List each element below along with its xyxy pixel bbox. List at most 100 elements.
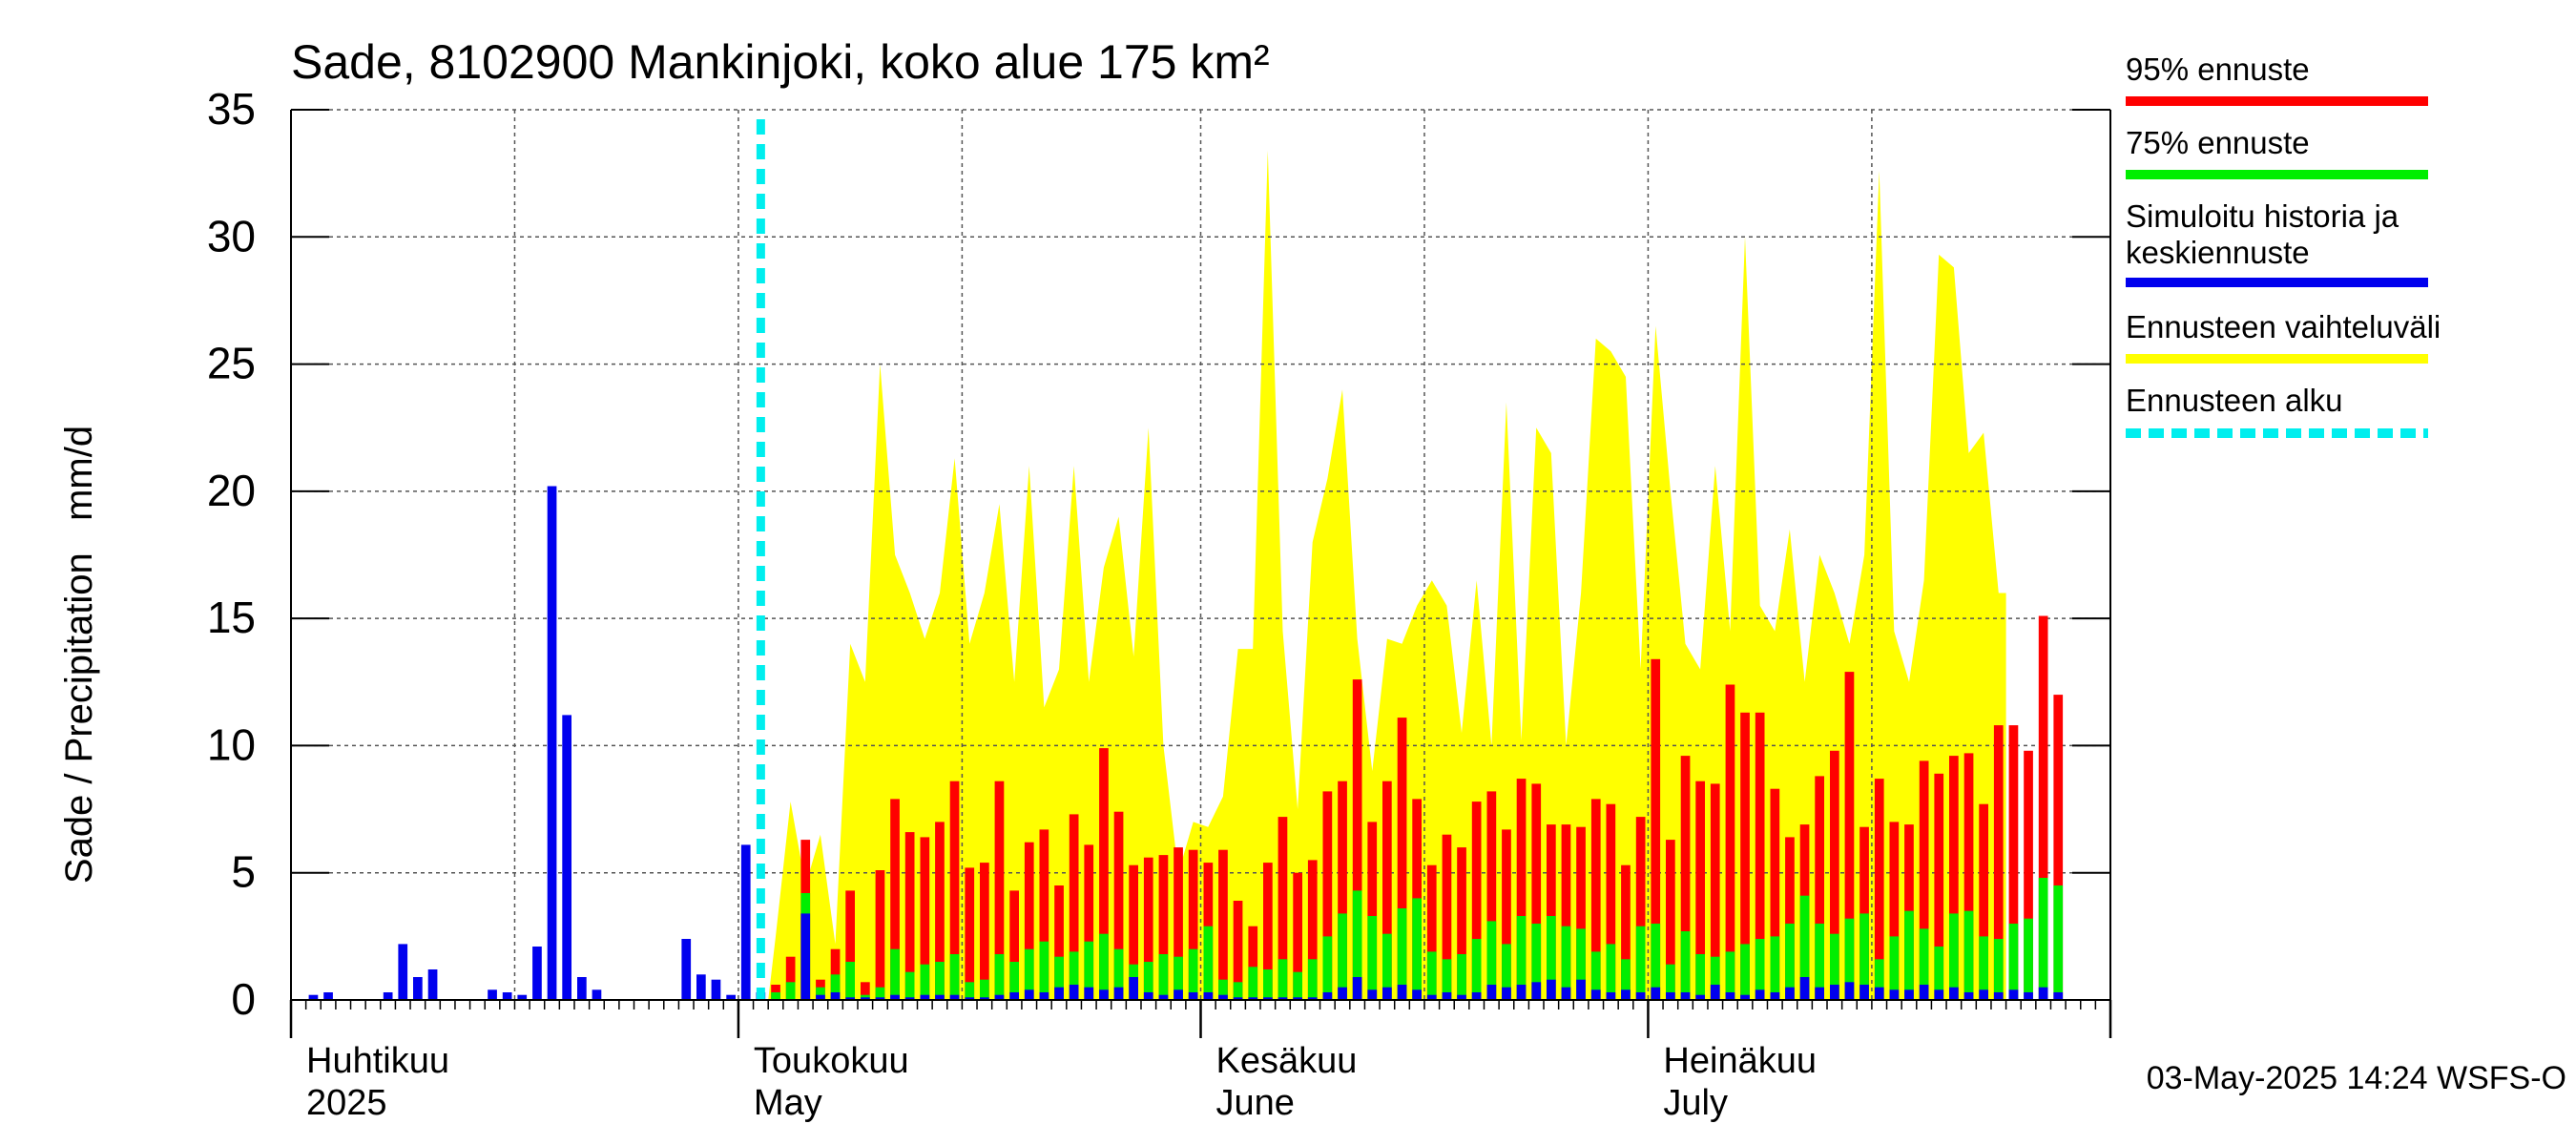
- median-bar: [1024, 989, 1034, 1000]
- median-bar: [1979, 989, 1988, 1000]
- median-bar: [1426, 994, 1437, 1000]
- p75-bar: [1561, 926, 1571, 1000]
- p95-bar: [875, 870, 885, 1000]
- median-bar: [1158, 994, 1169, 1000]
- p75-bar: [1382, 933, 1392, 1000]
- median-bar: [1069, 985, 1079, 1000]
- p95-bar: [1635, 817, 1646, 1000]
- p95-bar: [1859, 826, 1869, 1000]
- p75-bar: [935, 962, 945, 1000]
- p95-bar: [845, 890, 855, 1000]
- p95-bar: [1666, 840, 1675, 1000]
- median-bar: [1695, 994, 1705, 1000]
- legend-item: 75% ennuste: [2126, 125, 2428, 179]
- median-bar: [1874, 987, 1884, 1000]
- p95-bar: [1143, 857, 1153, 1000]
- p75-bar: [1859, 913, 1869, 1000]
- p75-bar: [1338, 913, 1347, 1000]
- p95-bar: [1576, 826, 1586, 1000]
- p75-bar: [1547, 916, 1556, 1000]
- p95-bar: [785, 956, 796, 1000]
- p95-bar: [1426, 864, 1437, 1000]
- p75-bar: [2024, 918, 2033, 1000]
- p75-bar: [1874, 959, 1884, 1000]
- median-bar: [920, 994, 930, 1000]
- p75-bar: [1471, 939, 1482, 1000]
- p75-bar: [1293, 971, 1302, 1000]
- median-bar: [875, 997, 885, 1000]
- p75-bar: [1695, 954, 1705, 1000]
- median-bar: [1099, 989, 1109, 1000]
- median-bar: [1710, 985, 1720, 1000]
- bars: [308, 486, 2064, 1000]
- p95-bar: [994, 781, 1005, 1000]
- median-bar: [1054, 987, 1064, 1000]
- y-tick-label: 5: [231, 847, 256, 897]
- history-bar: [577, 977, 587, 1000]
- median-bar: [1278, 997, 1288, 1000]
- p75-bar: [816, 987, 825, 1000]
- p95-bar: [1919, 760, 1929, 1000]
- median-bar: [1635, 992, 1646, 1000]
- median-bar: [1039, 992, 1049, 1000]
- p95-bar: [1531, 783, 1542, 1000]
- p95-bar: [1457, 847, 1466, 1000]
- p95-bar: [1770, 788, 1780, 1000]
- median-bar: [1666, 992, 1675, 1000]
- p75-bar: [1993, 939, 2004, 1000]
- chart-title: Sade, 8102900 Mankinjoki, koko alue 175 …: [291, 35, 1270, 89]
- median-bar: [1203, 992, 1214, 1000]
- median-bar: [1755, 989, 1765, 1000]
- median-bar: [980, 997, 989, 1000]
- p75-bar: [1143, 962, 1153, 1000]
- history-bar: [726, 994, 736, 1000]
- median-bar: [1502, 987, 1511, 1000]
- p95-bar: [1695, 781, 1705, 1000]
- y-tick-label: 30: [207, 211, 256, 260]
- median-bar: [861, 997, 870, 1000]
- p75-bar: [1889, 936, 1900, 1000]
- p95-bar: [1129, 864, 1138, 1000]
- median-bar: [1993, 992, 2004, 1000]
- median-bar: [1188, 992, 1198, 1000]
- median-bar: [1084, 987, 1094, 1000]
- p75-bar: [771, 992, 780, 1000]
- p75-bar: [1113, 948, 1124, 1000]
- median-bar: [1590, 989, 1601, 1000]
- y-tick-label: 35: [207, 84, 256, 134]
- p75-bar: [830, 974, 841, 1000]
- p95-bar: [1293, 872, 1302, 1000]
- median-bar: [800, 913, 811, 1000]
- p75-bar: [1039, 941, 1049, 1000]
- p75-bar: [1188, 948, 1198, 1000]
- p75-bar: [1635, 926, 1646, 1000]
- history-bar: [398, 944, 408, 1000]
- median-bar: [1621, 989, 1631, 1000]
- median-bar: [935, 994, 945, 1000]
- month-label-en: 2025: [306, 1083, 387, 1123]
- p75-bar: [1815, 924, 1824, 1000]
- p75-bar: [1054, 956, 1064, 1000]
- p95-bar: [1963, 753, 1974, 1000]
- p95-bar: [1590, 799, 1601, 1000]
- median-bar: [1486, 985, 1497, 1000]
- p95-bar: [935, 822, 945, 1000]
- p75-bar: [1218, 979, 1228, 1000]
- p75-bar: [949, 954, 960, 1000]
- median-bar: [965, 997, 975, 1000]
- p95-bar: [1830, 750, 1839, 1000]
- history-bar: [592, 989, 602, 1000]
- p75-bar: [1397, 908, 1407, 1000]
- p75-bar: [1934, 947, 1944, 1000]
- month-label-en: June: [1216, 1083, 1295, 1123]
- p95-bar: [1158, 855, 1169, 1000]
- legend-label: Ennusteen alku: [2126, 383, 2343, 418]
- median-bar: [1174, 989, 1183, 1000]
- p95-bar: [1069, 814, 1079, 1000]
- p95-bar: [1710, 783, 1720, 1000]
- history-bar: [532, 947, 542, 1000]
- p75-bar: [920, 964, 930, 1000]
- p75-bar: [1755, 939, 1765, 1000]
- p75-bar: [1174, 956, 1183, 1000]
